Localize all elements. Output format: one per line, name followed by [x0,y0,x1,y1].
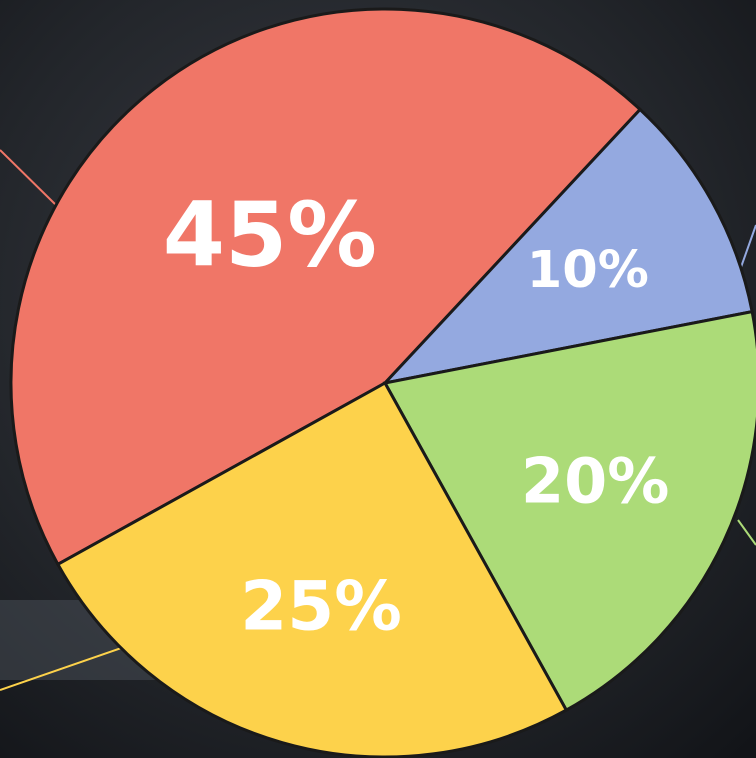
slice-label: 20% [521,444,669,517]
page: 45%10%20%25% (() => { const data = JSON.… [0,0,756,758]
slice-label: 10% [527,241,649,300]
chart: 45% 10% 20% 25% [0,0,756,758]
pie: 45% 10% 20% 25% [11,9,756,757]
slice-label: 45% [163,184,377,288]
slice-label: 25% [240,566,402,645]
